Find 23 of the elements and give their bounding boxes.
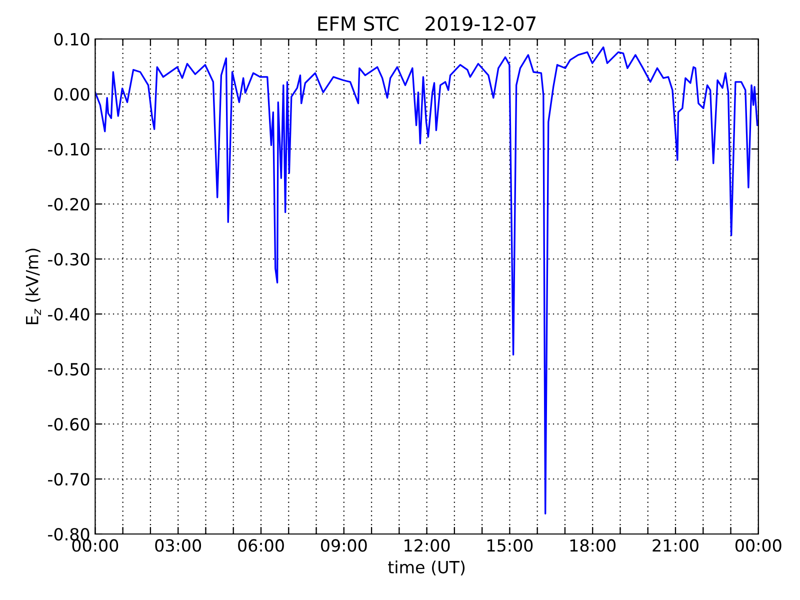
y-tick-label: 0.10 [54, 32, 90, 46]
y-tick-label: 0.00 [54, 88, 90, 101]
x-tick-label: 12:00 [404, 539, 450, 552]
x-tick-label: 06:00 [238, 539, 284, 552]
x-axis-title: time (UT) [388, 560, 465, 576]
x-tick-label: 09:00 [320, 539, 367, 552]
x-tick-label: 15:00 [488, 539, 533, 552]
x-tick-label: 18:00 [570, 539, 616, 552]
y-tick-label: -0.50 [48, 362, 90, 376]
x-tick-label: 03:00 [155, 539, 202, 552]
chart-title: EFM STC 2019-12-07 [318, 16, 536, 31]
y-tick-label: -0.60 [48, 418, 90, 431]
y-tick-label: -0.70 [48, 472, 90, 486]
x-tick-label: 21:00 [652, 539, 698, 552]
y-tick-label: -0.30 [48, 252, 90, 266]
y-tick-label: -0.80 [48, 528, 90, 541]
y-tick-label: -0.40 [48, 308, 90, 321]
y-axis-title: E$_{z}$ (kV/m) [26, 248, 41, 324]
y-tick-label: -0.10 [48, 142, 90, 156]
x-tick-label: 00:00 [735, 539, 782, 552]
x-tick-label: 00:00 [72, 539, 118, 552]
line-series [95, 46, 758, 514]
y-tick-label: -0.20 [48, 198, 90, 211]
